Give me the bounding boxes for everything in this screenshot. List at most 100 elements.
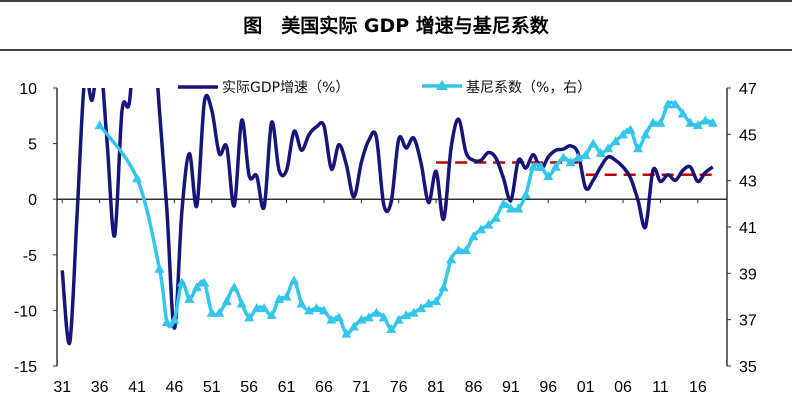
gini-point [685, 117, 696, 127]
x-tick-label: 76 [390, 379, 408, 396]
gini-point [236, 298, 247, 308]
gini-point [333, 312, 344, 322]
chart-title: 图 美国实际 GDP 增速与基尼系数 [243, 14, 550, 37]
gini-point [640, 129, 651, 139]
gini-point [289, 275, 300, 285]
gini-point [670, 99, 681, 109]
legend-label-gdp: 实际GDP增速（%） [222, 80, 349, 96]
gdp-growth-line [60, 88, 714, 346]
x-tick-label: 66 [315, 379, 333, 396]
gini-point [318, 305, 329, 315]
gini-point [386, 323, 397, 333]
x-tick-label: 41 [128, 379, 146, 396]
gini-point [176, 277, 187, 287]
gini-point [401, 310, 412, 320]
gini-point [558, 152, 569, 162]
x-tick-label: 91 [502, 379, 520, 396]
gini-point [184, 293, 195, 303]
x-tick-label: 51 [203, 379, 221, 396]
legend-marker-gini [436, 80, 448, 90]
gini-point [520, 189, 531, 199]
gini-point [356, 314, 367, 324]
gini-point [326, 314, 337, 324]
x-tick-label: 01 [577, 379, 595, 396]
gini-point [610, 136, 621, 146]
gini-point [296, 298, 307, 308]
gini-point [655, 117, 666, 127]
gini-point [461, 245, 472, 255]
gini-point [154, 263, 165, 273]
gini-point [199, 277, 210, 287]
gini-point [214, 307, 225, 317]
gini-point [266, 310, 277, 320]
gini-point [363, 312, 374, 322]
gini-point [475, 224, 486, 234]
gini-point [677, 108, 688, 118]
gini-point [513, 203, 524, 213]
gini-point [528, 161, 539, 171]
gini-point [565, 157, 576, 167]
left-tick-label: 5 [28, 137, 37, 154]
gini-point [94, 120, 105, 130]
x-tick-label: 96 [539, 379, 557, 396]
gini-point [535, 161, 546, 171]
left-tick-label: -5 [23, 248, 37, 265]
gini-point [483, 219, 494, 229]
x-tick-label: 36 [91, 379, 109, 396]
gini-point [595, 147, 606, 157]
gini-point [633, 143, 644, 153]
gini-point [662, 99, 673, 109]
x-tick-label: 11 [652, 379, 669, 396]
gini-point [573, 152, 584, 162]
gini-point [692, 120, 703, 130]
gini-point [206, 307, 217, 317]
gini-point [505, 203, 516, 213]
gini-point [498, 198, 509, 208]
legend-label-gini: 基尼系数（%，右） [466, 79, 591, 96]
x-tick-label: 56 [240, 379, 258, 396]
gini-point [416, 303, 427, 313]
gini-point [408, 307, 419, 317]
gini-point [281, 291, 292, 301]
gini-point [707, 117, 718, 127]
left-tick-label: -15 [14, 359, 37, 376]
gini-point [603, 143, 614, 153]
gini-point [647, 117, 658, 127]
right-tick-label: 39 [739, 266, 757, 283]
gini-point [423, 298, 434, 308]
right-tick-label: 43 [739, 174, 757, 191]
x-tick-label: 16 [689, 379, 707, 396]
x-tick-label: 61 [278, 379, 296, 396]
gini-point [311, 303, 322, 313]
gini-point [221, 296, 232, 306]
left-tick-label: 10 [19, 81, 37, 98]
gini-point [580, 150, 591, 160]
gini-point [169, 314, 180, 324]
gini-point [191, 282, 202, 292]
x-tick-label: 86 [465, 379, 483, 396]
gini-point [446, 254, 457, 264]
gini-point [700, 115, 711, 125]
gini-point [588, 138, 599, 148]
gini-point [161, 316, 172, 326]
gini-point [251, 303, 262, 313]
gini-point [132, 173, 143, 183]
right-tick-label: 41 [739, 220, 757, 237]
gini-point [229, 282, 240, 292]
right-tick-label: 47 [739, 81, 757, 98]
gini-point [378, 312, 389, 322]
right-tick-label: 37 [739, 313, 757, 330]
gini-point [438, 282, 449, 292]
legend: 实际GDP增速（%） 基尼系数（%，右） [178, 79, 591, 96]
left-tick-label: 0 [28, 192, 37, 209]
gini-point [490, 212, 501, 222]
gini-point [625, 124, 636, 134]
x-tick-label: 06 [614, 379, 632, 396]
gini-point [259, 303, 270, 313]
gini-point [468, 231, 479, 241]
right-tick-label: 45 [739, 127, 757, 144]
gini-point [303, 305, 314, 315]
gini-point [274, 293, 285, 303]
gini-point [453, 245, 464, 255]
